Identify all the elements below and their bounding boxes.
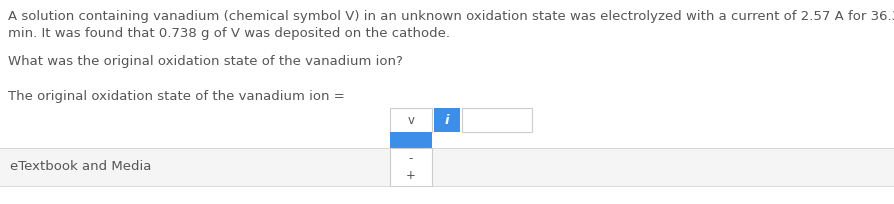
Text: +: + [406, 169, 416, 182]
Text: What was the original oxidation state of the vanadium ion?: What was the original oxidation state of… [8, 55, 403, 68]
FancyBboxPatch shape [390, 108, 432, 132]
Text: eTextbook and Media: eTextbook and Media [10, 161, 151, 173]
FancyBboxPatch shape [390, 132, 432, 148]
Text: The original oxidation state of the vanadium ion =: The original oxidation state of the vana… [8, 90, 345, 103]
Text: min. It was found that 0.738 g of V was deposited on the cathode.: min. It was found that 0.738 g of V was … [8, 27, 450, 40]
FancyBboxPatch shape [462, 108, 532, 132]
FancyBboxPatch shape [390, 148, 432, 186]
Text: i: i [444, 113, 450, 126]
Text: A solution containing vanadium (chemical symbol V) in an unknown oxidation state: A solution containing vanadium (chemical… [8, 10, 894, 23]
FancyBboxPatch shape [0, 148, 894, 186]
Text: v: v [408, 113, 415, 126]
FancyBboxPatch shape [434, 108, 460, 132]
Text: -: - [409, 152, 413, 165]
